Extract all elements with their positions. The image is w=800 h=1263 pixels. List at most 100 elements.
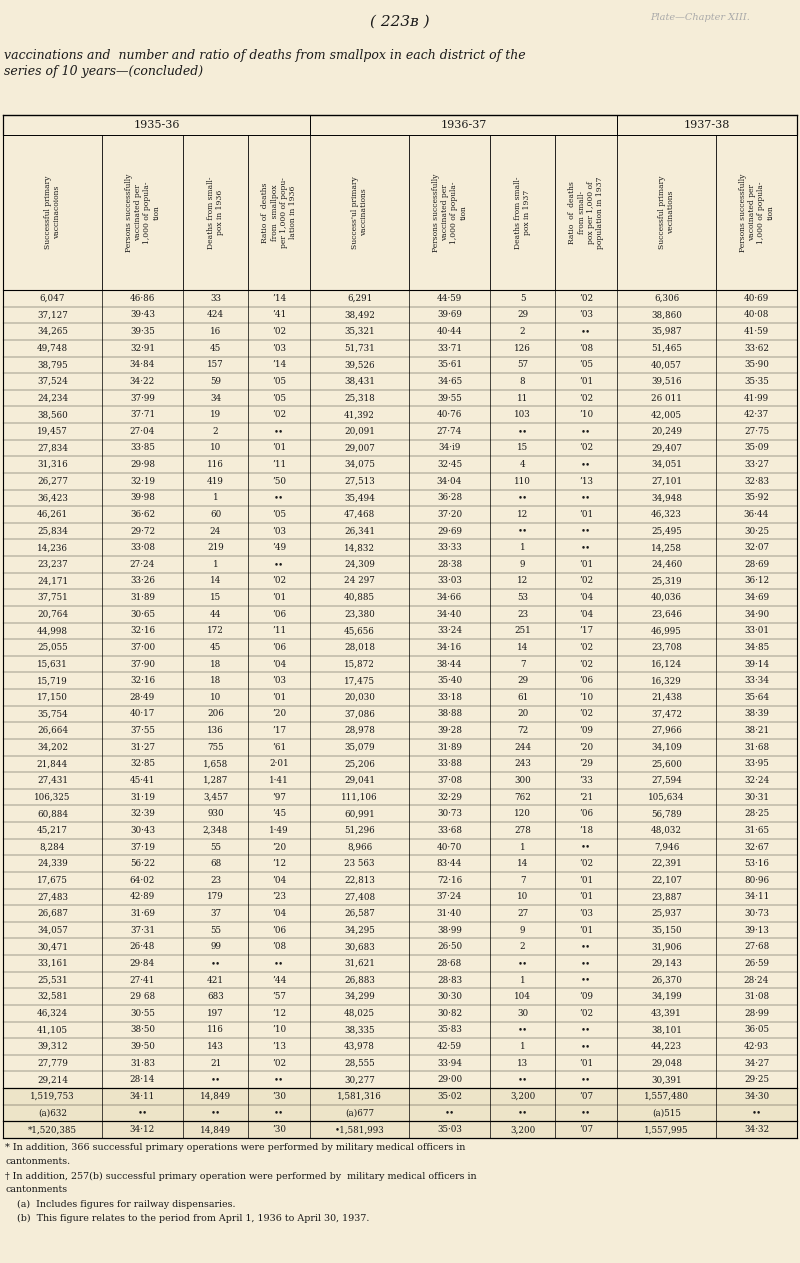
- Text: 32·91: 32·91: [130, 344, 155, 352]
- Text: ’02: ’02: [579, 294, 593, 303]
- Text: 244: 244: [514, 743, 531, 751]
- Text: ’17: ’17: [579, 626, 593, 635]
- Text: 30·43: 30·43: [130, 826, 155, 835]
- Text: Persons successfully
vaccinated per
1,000 of popula-
tion: Persons successfully vaccinated per 1,00…: [432, 173, 467, 251]
- Text: 14: 14: [210, 576, 222, 586]
- Text: 34,075: 34,075: [344, 460, 375, 469]
- Text: 26·48: 26·48: [130, 942, 155, 951]
- Text: 33·88: 33·88: [437, 759, 462, 768]
- Text: 278: 278: [514, 826, 531, 835]
- Text: 72·16: 72·16: [437, 875, 462, 885]
- Text: 30·73: 30·73: [437, 810, 462, 818]
- Text: *1,520,385: *1,520,385: [28, 1125, 77, 1134]
- Text: 4: 4: [520, 460, 526, 469]
- Text: 29,048: 29,048: [651, 1058, 682, 1067]
- Text: 31·19: 31·19: [130, 793, 155, 802]
- Text: 39·43: 39·43: [130, 311, 155, 320]
- Text: 15,631: 15,631: [37, 659, 68, 668]
- Text: 26,664: 26,664: [37, 726, 68, 735]
- Text: 57: 57: [517, 360, 528, 369]
- Text: 39,312: 39,312: [37, 1042, 68, 1051]
- Text: 31·40: 31·40: [437, 909, 462, 918]
- Text: 29·25: 29·25: [744, 1075, 769, 1085]
- Text: 2: 2: [520, 327, 526, 336]
- Text: 33·01: 33·01: [744, 626, 769, 635]
- Text: Ratio of  deaths
from  smallpox
per 1,000 of popu-
lation in 1936: Ratio of deaths from smallpox per 1,000 …: [262, 177, 297, 248]
- Text: 29·84: 29·84: [130, 959, 155, 967]
- Text: 42·89: 42·89: [130, 893, 155, 902]
- Text: 31·89: 31·89: [437, 743, 462, 751]
- Text: 44·59: 44·59: [437, 294, 462, 303]
- Text: 10: 10: [517, 893, 528, 902]
- Text: 38·50: 38·50: [130, 1026, 155, 1034]
- Text: 30,683: 30,683: [344, 942, 375, 951]
- Text: 30·82: 30·82: [437, 1009, 462, 1018]
- Text: 1,557,995: 1,557,995: [644, 1125, 689, 1134]
- Text: 23 563: 23 563: [344, 859, 374, 868]
- Text: ••: ••: [518, 494, 528, 503]
- Text: 39,516: 39,516: [651, 376, 682, 386]
- Text: 40·76: 40·76: [437, 410, 462, 419]
- Text: ’12: ’12: [272, 1009, 286, 1018]
- Text: ’03: ’03: [272, 344, 286, 352]
- Text: 68: 68: [210, 859, 221, 868]
- Text: 23,887: 23,887: [651, 893, 682, 902]
- Text: 45·41: 45·41: [130, 775, 155, 786]
- Text: 61: 61: [517, 693, 528, 702]
- Text: 34,295: 34,295: [344, 926, 375, 935]
- Text: 32,581: 32,581: [37, 993, 68, 1002]
- Text: 20: 20: [517, 710, 528, 719]
- Text: ••: ••: [581, 959, 591, 967]
- Text: 27,408: 27,408: [344, 893, 375, 902]
- Text: 23: 23: [210, 875, 221, 885]
- Text: ’30: ’30: [272, 1125, 286, 1134]
- Text: 24,339: 24,339: [37, 859, 68, 868]
- Text: 20,249: 20,249: [651, 427, 682, 436]
- Text: 30,391: 30,391: [651, 1075, 682, 1085]
- Text: 51,465: 51,465: [651, 344, 682, 352]
- Text: 33: 33: [210, 294, 221, 303]
- Text: 15: 15: [210, 594, 221, 602]
- Text: 38·39: 38·39: [744, 710, 769, 719]
- Text: 1: 1: [213, 560, 218, 568]
- Text: 30·30: 30·30: [437, 993, 462, 1002]
- Text: 44,998: 44,998: [37, 626, 68, 635]
- Text: 35·83: 35·83: [437, 1026, 462, 1034]
- Text: ’09: ’09: [579, 993, 593, 1002]
- Text: ’05: ’05: [579, 360, 593, 369]
- Text: 34·66: 34·66: [437, 594, 462, 602]
- Text: 7,946: 7,946: [654, 842, 679, 851]
- Text: 49,748: 49,748: [37, 344, 68, 352]
- Text: 35,150: 35,150: [651, 926, 682, 935]
- Text: 36·12: 36·12: [744, 576, 769, 586]
- Text: 32·67: 32·67: [744, 842, 769, 851]
- Text: ’03: ’03: [579, 909, 593, 918]
- Text: 32·29: 32·29: [437, 793, 462, 802]
- Text: ’50: ’50: [272, 476, 286, 486]
- Text: ’05: ’05: [272, 376, 286, 386]
- Text: ’29: ’29: [579, 759, 593, 768]
- Text: ••: ••: [274, 1109, 284, 1118]
- Text: 34,109: 34,109: [651, 743, 682, 751]
- Text: 28·25: 28·25: [744, 810, 769, 818]
- Text: ’01: ’01: [579, 893, 593, 902]
- Text: 34·69: 34·69: [744, 594, 769, 602]
- Text: 28·14: 28·14: [130, 1075, 155, 1085]
- Text: 35·40: 35·40: [437, 676, 462, 686]
- Text: 7: 7: [520, 659, 526, 668]
- Text: 45,656: 45,656: [344, 626, 375, 635]
- Text: series of 10 years—(concluded): series of 10 years—(concluded): [4, 64, 203, 77]
- Text: ’03: ’03: [579, 311, 593, 320]
- Text: 24: 24: [210, 527, 222, 536]
- Text: 23: 23: [517, 610, 528, 619]
- Text: 17,150: 17,150: [37, 693, 68, 702]
- Text: 60,991: 60,991: [344, 810, 375, 818]
- Text: ’05: ’05: [272, 394, 286, 403]
- Text: 25,495: 25,495: [651, 527, 682, 536]
- Text: 40,057: 40,057: [651, 360, 682, 369]
- Text: 5: 5: [520, 294, 526, 303]
- Text: ••: ••: [274, 1075, 284, 1085]
- Text: 6,047: 6,047: [40, 294, 66, 303]
- Text: 56,789: 56,789: [651, 810, 682, 818]
- Text: ’02: ’02: [272, 576, 286, 586]
